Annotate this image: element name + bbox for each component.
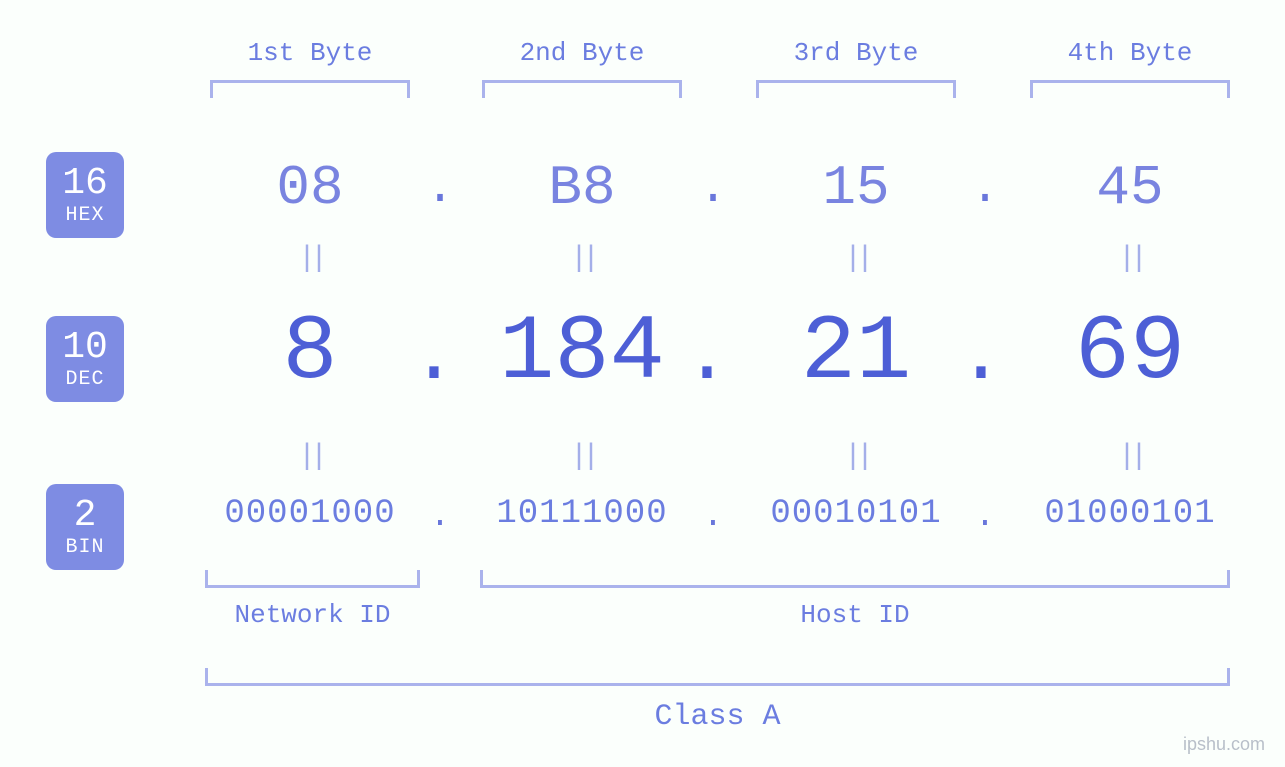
badge-hex: 16 HEX — [46, 152, 124, 238]
bracket-top-1 — [210, 80, 410, 98]
dec-1: 8 — [185, 300, 435, 405]
hex-1: 08 — [210, 156, 410, 220]
dec-4: 69 — [1005, 300, 1255, 405]
dot-hex-1: . — [420, 162, 460, 216]
badge-hex-num: 16 — [62, 164, 108, 204]
dot-dec-1: . — [410, 312, 450, 403]
bracket-class — [205, 668, 1230, 686]
eq-1-4: || — [1030, 242, 1230, 276]
eq-2-3: || — [756, 440, 956, 474]
bracket-top-2 — [482, 80, 682, 98]
byte-header-3: 3rd Byte — [756, 38, 956, 68]
eq-2-1: || — [210, 440, 410, 474]
network-id-label: Network ID — [205, 600, 420, 630]
dot-bin-1: . — [420, 498, 460, 536]
dot-dec-2: . — [683, 312, 723, 403]
badge-bin-num: 2 — [74, 496, 97, 536]
watermark: ipshu.com — [1183, 734, 1265, 755]
dot-bin-3: . — [965, 498, 1005, 536]
bracket-network — [205, 570, 420, 588]
bracket-top-4 — [1030, 80, 1230, 98]
byte-header-2: 2nd Byte — [482, 38, 682, 68]
hex-2: B8 — [482, 156, 682, 220]
ip-diagram: 16 HEX 10 DEC 2 BIN 1st Byte 2nd Byte 3r… — [0, 0, 1285, 767]
dot-hex-2: . — [693, 162, 733, 216]
eq-2-4: || — [1030, 440, 1230, 474]
byte-header-1: 1st Byte — [210, 38, 410, 68]
bin-4: 01000101 — [1005, 495, 1255, 533]
bracket-host — [480, 570, 1230, 588]
byte-header-4: 4th Byte — [1030, 38, 1230, 68]
badge-dec-num: 10 — [62, 328, 108, 368]
badge-bin: 2 BIN — [46, 484, 124, 570]
dot-dec-3: . — [957, 312, 997, 403]
bin-1: 00001000 — [185, 495, 435, 533]
hex-4: 45 — [1030, 156, 1230, 220]
class-label: Class A — [205, 700, 1230, 734]
eq-1-2: || — [482, 242, 682, 276]
host-id-label: Host ID — [480, 600, 1230, 630]
bracket-top-3 — [756, 80, 956, 98]
dec-3: 21 — [731, 300, 981, 405]
hex-3: 15 — [756, 156, 956, 220]
eq-1-1: || — [210, 242, 410, 276]
eq-1-3: || — [756, 242, 956, 276]
badge-dec: 10 DEC — [46, 316, 124, 402]
dot-bin-2: . — [693, 498, 733, 536]
dot-hex-3: . — [965, 162, 1005, 216]
badge-dec-label: DEC — [65, 369, 104, 390]
eq-2-2: || — [482, 440, 682, 474]
dec-2: 184 — [457, 300, 707, 405]
bin-3: 00010101 — [731, 495, 981, 533]
badge-bin-label: BIN — [65, 537, 104, 558]
badge-hex-label: HEX — [65, 205, 104, 226]
bin-2: 10111000 — [457, 495, 707, 533]
